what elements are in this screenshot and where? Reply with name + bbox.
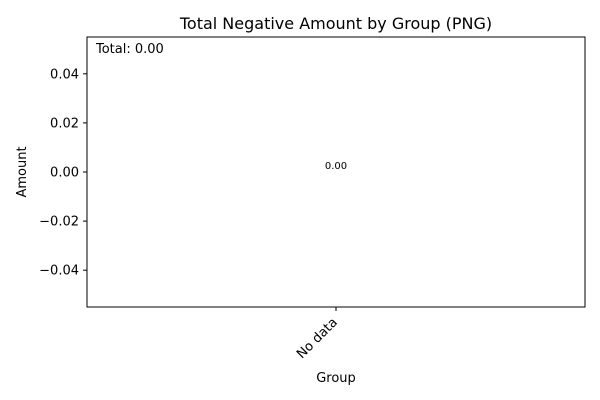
y-axis-ticks: −0.04 −0.02 0.00 0.02 0.04 xyxy=(39,67,87,279)
x-axis-label: Group xyxy=(316,371,356,386)
y-axis-label: Amount xyxy=(15,146,30,197)
y-tick-label: −0.02 xyxy=(39,215,79,230)
data-label: 0.00 xyxy=(325,161,347,172)
data-labels-group: 0.00 xyxy=(325,161,347,172)
y-tick-label: −0.04 xyxy=(39,264,79,279)
y-tick-label: 0.00 xyxy=(50,166,79,181)
y-tick-label: 0.02 xyxy=(50,116,79,131)
total-annotation: Total: 0.00 xyxy=(95,42,164,57)
y-tick-label: 0.04 xyxy=(50,67,79,82)
chart-title: Total Negative Amount by Group (PNG) xyxy=(179,14,492,33)
